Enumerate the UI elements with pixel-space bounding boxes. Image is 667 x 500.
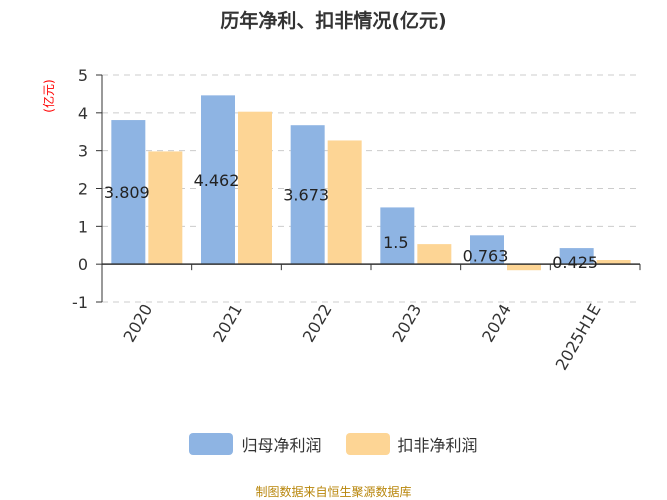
- bar-series1: [201, 95, 235, 265]
- x-tick-label: 2020: [119, 301, 156, 346]
- x-tick-label: 2023: [388, 301, 425, 346]
- data-label-series1: 1.5: [383, 233, 408, 252]
- bar-series2: [596, 260, 631, 265]
- bar-series1: [111, 120, 146, 265]
- legend-item-series1[interactable]: 归母净利润: [189, 432, 322, 456]
- y-tick-label: 5: [78, 66, 88, 85]
- legend-label-series1: 归母净利润: [241, 436, 322, 455]
- legend: 归母净利润 扣非净利润: [0, 432, 667, 456]
- data-label-series1: 0.425: [552, 253, 598, 272]
- bar-series1: [470, 235, 504, 265]
- x-tick-label: 2025H1E: [552, 301, 605, 374]
- x-tick-label: 2024: [478, 301, 515, 346]
- x-tick-label: 2022: [299, 301, 336, 346]
- y-tick-label: -1: [72, 293, 88, 312]
- bar-series2: [417, 244, 452, 265]
- legend-item-series2[interactable]: 扣非净利润: [345, 432, 478, 456]
- bar-series1: [380, 207, 415, 265]
- bar-series1: [559, 248, 594, 265]
- data-label-series1: 3.809: [104, 183, 150, 202]
- bar-series2: [238, 111, 272, 265]
- y-tick-label: 3: [78, 142, 88, 161]
- x-tick-label: 2021: [209, 301, 246, 346]
- bar-series2: [507, 264, 541, 271]
- y-axis-unit: (亿元): [41, 79, 56, 112]
- y-tick-label: 1: [78, 217, 88, 236]
- source-note: 制图数据来自恒生聚源数据库: [255, 485, 412, 499]
- y-tick-label: 4: [78, 104, 88, 123]
- y-tick-label: 2: [78, 180, 88, 199]
- legend-swatch-series2: [345, 433, 390, 455]
- bar-series1: [290, 125, 325, 265]
- bar-series2: [148, 151, 183, 265]
- legend-swatch-series1: [189, 433, 234, 455]
- chart-title: 历年净利、扣非情况(亿元): [220, 10, 447, 32]
- bar-series2: [327, 140, 362, 265]
- data-label-series1: 0.763: [463, 247, 509, 266]
- y-tick-label: 0: [78, 255, 88, 274]
- data-label-series1: 4.462: [194, 171, 240, 190]
- data-label-series1: 3.673: [283, 186, 329, 205]
- legend-label-series2: 扣非净利润: [397, 436, 478, 455]
